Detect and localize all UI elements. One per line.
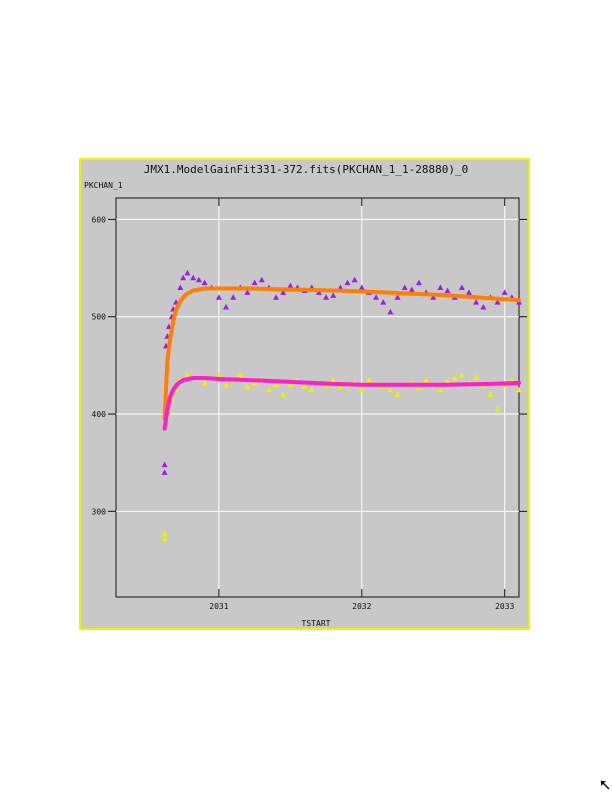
y-tick-label: 300 <box>92 507 107 516</box>
plot-panel: JMX1.ModelGainFit331-372.fits(PKCHAN_1_1… <box>79 158 610 790</box>
series-2-point <box>223 381 230 388</box>
series-2-point <box>251 379 258 386</box>
series-2-point <box>487 391 494 398</box>
series-0-point <box>358 284 365 291</box>
series-2-point <box>458 372 465 378</box>
series-0-point <box>330 292 337 298</box>
series-0-point <box>258 276 265 283</box>
x-tick-label: 2031 <box>209 602 228 611</box>
series-2-point <box>337 383 344 390</box>
series-0-point <box>415 279 422 286</box>
series-0-point <box>161 469 168 475</box>
series-2-point <box>330 376 337 383</box>
series-0-point <box>480 303 487 310</box>
series-2-point <box>184 372 191 378</box>
series-0-point <box>380 299 387 305</box>
series-0-point <box>430 294 437 300</box>
series-2-point <box>244 383 251 390</box>
series-2-point <box>308 386 315 393</box>
x-axis-label: TSTART <box>302 619 331 628</box>
series-2-point <box>494 406 501 412</box>
series-0-point <box>437 284 444 291</box>
series-2-point <box>451 375 458 381</box>
series-0-point <box>465 289 472 295</box>
series-0-point <box>351 276 358 283</box>
series-0-point <box>373 294 380 300</box>
y-tick-label: 500 <box>92 313 107 322</box>
series-0-point <box>280 289 287 295</box>
series-0-point <box>501 289 508 295</box>
series-2-point <box>161 535 168 542</box>
y-tick-label: 400 <box>92 410 107 419</box>
series-2-point <box>301 383 308 390</box>
series-0-point <box>251 279 258 286</box>
series-0-point <box>184 269 191 276</box>
series-0-point <box>201 279 208 286</box>
series-0-point <box>180 274 187 281</box>
series-0-point <box>401 284 408 291</box>
series-2-point <box>358 386 365 393</box>
series-0-point <box>244 289 251 295</box>
x-tick-label: 2033 <box>495 602 514 611</box>
series-0-point <box>230 294 237 300</box>
series-2-point <box>237 372 244 378</box>
series-0-point <box>190 274 197 281</box>
series-0-point <box>394 294 401 300</box>
plot-area <box>115 197 520 598</box>
chart-title: JMX1.ModelGainFit331-372.fits(PKCHAN_1_1… <box>144 163 469 176</box>
series-0-point <box>458 284 465 291</box>
series-2-point <box>265 386 272 393</box>
series-0-point <box>387 308 394 315</box>
series-0-point <box>177 284 184 291</box>
series-2-point <box>423 376 430 383</box>
series-0-point <box>161 461 168 468</box>
x-tick-label: 2032 <box>352 602 371 611</box>
series-3-line <box>162 376 521 431</box>
series-2-point <box>394 391 401 398</box>
series-2-point <box>415 384 422 391</box>
series-2-point <box>215 372 222 378</box>
series-0-point <box>473 299 480 305</box>
grid <box>116 198 519 597</box>
series-2-point <box>161 530 168 537</box>
series-0-point <box>287 282 294 289</box>
series-0-point <box>344 279 351 286</box>
series-2-point <box>437 386 444 393</box>
series-0-point <box>444 287 451 293</box>
axis-ticks: 2031 2032 2033 300 400 500 600 <box>92 198 527 611</box>
resize-handle-icon[interactable] <box>600 780 610 790</box>
series-0-point <box>494 299 501 305</box>
series-0-point <box>337 284 344 291</box>
series-0-point <box>215 294 222 300</box>
y-tick-label: 600 <box>92 215 107 224</box>
series-0-point <box>323 294 330 300</box>
y-axis-label: PKCHAN_1 <box>84 181 123 190</box>
series-2-point <box>201 379 208 386</box>
series-2-point <box>280 391 287 398</box>
series-0-point <box>195 276 202 283</box>
series-0-point <box>408 286 415 292</box>
series-0-point <box>223 303 230 310</box>
chart: JMX1.ModelGainFit331-372.fits(PKCHAN_1_1… <box>84 163 527 628</box>
series-2-point <box>365 376 372 383</box>
series-2-point <box>473 374 480 380</box>
data-marks <box>161 269 522 542</box>
series-2-point <box>273 381 280 388</box>
series-0-point <box>273 294 280 300</box>
series-2-point <box>516 386 522 393</box>
series-2-point <box>287 381 294 388</box>
series-2-point <box>387 386 394 393</box>
series-1-line <box>162 286 521 421</box>
